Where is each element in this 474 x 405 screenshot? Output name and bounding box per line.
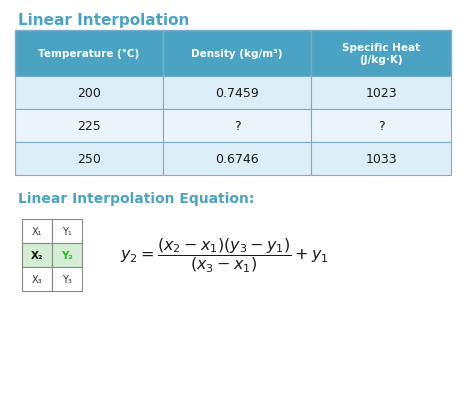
Bar xyxy=(52,220,82,243)
Text: Specific Heat
(J/kg·K): Specific Heat (J/kg·K) xyxy=(342,43,420,65)
Bar xyxy=(311,31,451,77)
Text: 0.6746: 0.6746 xyxy=(215,153,259,166)
Bar xyxy=(15,143,163,175)
Bar xyxy=(163,31,311,77)
Bar xyxy=(311,77,451,110)
Text: ?: ? xyxy=(234,120,240,133)
Bar xyxy=(163,143,311,175)
Bar xyxy=(163,77,311,110)
Text: Y₁: Y₁ xyxy=(62,226,72,237)
Text: 225: 225 xyxy=(77,120,101,133)
Text: 250: 250 xyxy=(77,153,101,166)
Text: Y₃: Y₃ xyxy=(62,274,72,284)
Bar xyxy=(22,243,52,267)
Bar xyxy=(52,243,82,267)
Text: X₂: X₂ xyxy=(31,250,43,260)
Bar xyxy=(311,143,451,175)
Bar xyxy=(163,110,311,143)
Bar xyxy=(22,267,52,291)
Text: Linear Interpolation: Linear Interpolation xyxy=(18,13,190,28)
Text: Linear Interpolation Equation:: Linear Interpolation Equation: xyxy=(18,192,255,205)
Bar xyxy=(15,31,163,77)
Text: $y_2 = \dfrac{(x_2 - x_1)(y_3 - y_1)}{(x_3 - x_1)} + y_1$: $y_2 = \dfrac{(x_2 - x_1)(y_3 - y_1)}{(x… xyxy=(120,236,328,275)
Bar xyxy=(311,110,451,143)
Text: 0.7459: 0.7459 xyxy=(215,87,259,100)
Text: 1023: 1023 xyxy=(365,87,397,100)
Text: Density (kg/m³): Density (kg/m³) xyxy=(191,49,283,59)
Text: Y₂: Y₂ xyxy=(61,250,73,260)
Bar xyxy=(52,267,82,291)
Text: X₁: X₁ xyxy=(32,226,42,237)
Bar xyxy=(15,110,163,143)
Text: 200: 200 xyxy=(77,87,101,100)
Text: 1033: 1033 xyxy=(365,153,397,166)
Text: Temperature (°C): Temperature (°C) xyxy=(38,49,140,59)
Text: ?: ? xyxy=(378,120,384,133)
Text: X₃: X₃ xyxy=(32,274,42,284)
Bar xyxy=(22,220,52,243)
Bar xyxy=(15,77,163,110)
